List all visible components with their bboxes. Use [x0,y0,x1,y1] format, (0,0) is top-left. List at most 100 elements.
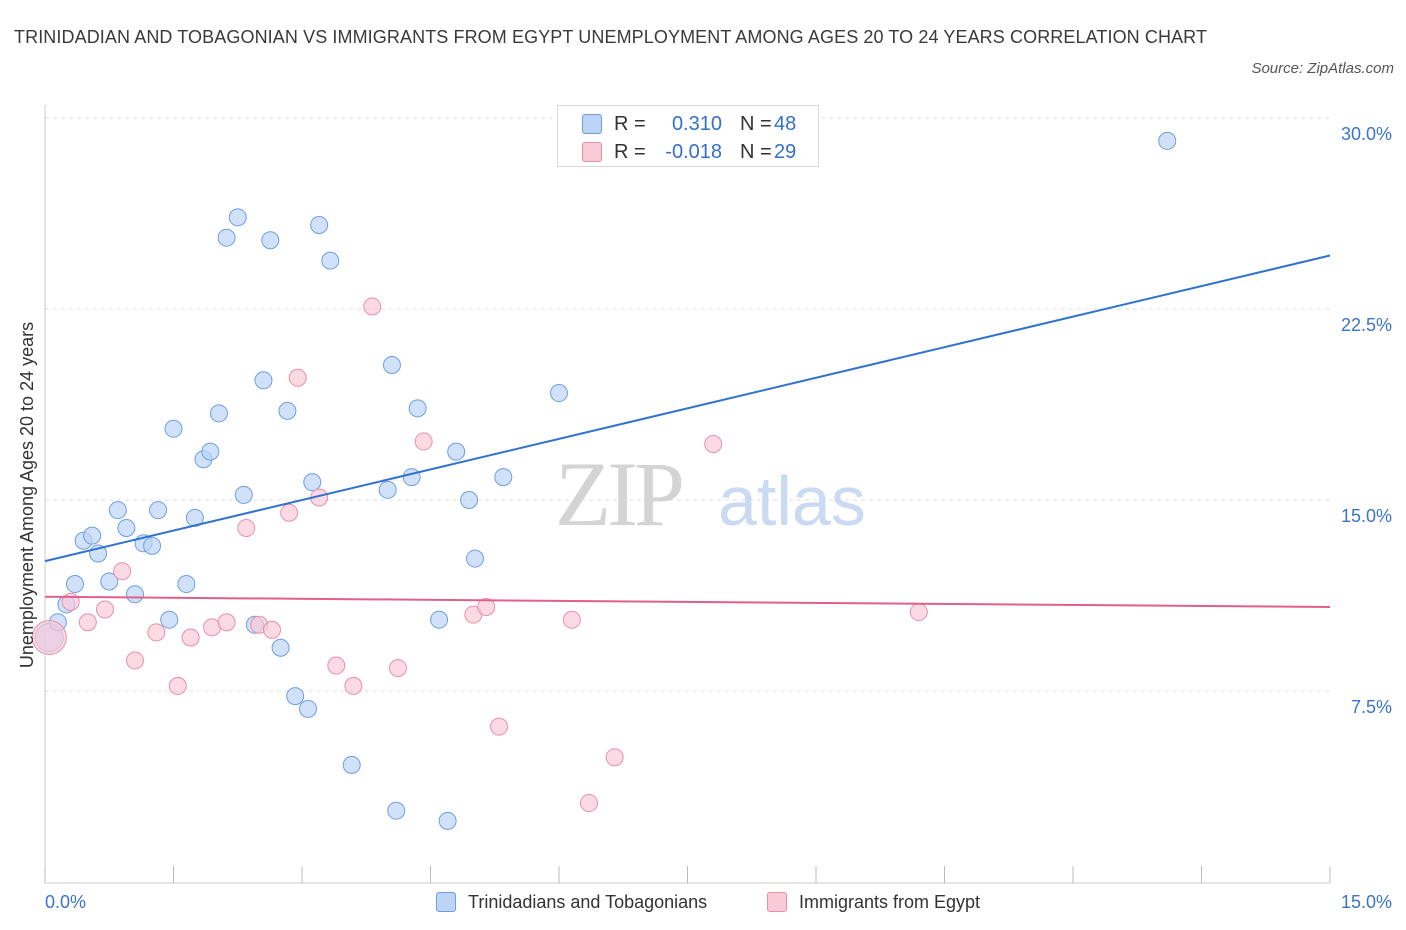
legend-n-value: 29 [774,140,797,163]
trinidadian-point [408,399,427,418]
egypt-trend-line [44,595,1331,608]
trinidadian-point [65,575,84,594]
legend-swatch-egypt [582,142,602,162]
trinidadian-point [387,801,406,820]
trinidadian-point [378,480,397,499]
y-tick-label: 7.5% [1351,697,1392,717]
trinidadian-point [494,468,513,487]
egypt-point [95,600,114,619]
egypt-point [147,623,166,642]
trinidadian-point [303,473,322,492]
egypt-point [363,297,382,316]
watermark: ZIP atlas [555,443,866,545]
watermark-atlas: atlas [718,462,866,540]
bottom-legend-swatch-egypt [767,892,787,912]
egypt-point [327,656,346,675]
legend-r-label: R = [614,140,646,163]
stats-legend: R = 0.310 N = 48 R = -0.018 N = 29 [557,105,819,167]
egypt-point [414,432,433,451]
trinidadian-point [177,575,196,594]
bottom-legend-label-trinidadian: Trinidadians and Tobagonians [468,891,708,912]
egypt-point [704,434,723,453]
trinidadian-point [160,610,179,629]
legend-r-label: R = [614,112,646,135]
trinidadian-point [254,371,273,390]
trinidadian-point [100,572,119,591]
trinidadian-point [271,638,290,657]
trinidadian-point [430,610,449,629]
egypt-point [344,676,363,695]
egypt-point [263,620,282,639]
y-axis-label: Unemployment Among Ages 20 to 24 years [17,322,37,668]
watermark-zip: ZIP [555,443,682,545]
axes [44,105,1331,884]
egypt-point [477,597,496,616]
trinidadian-point [234,485,253,504]
trinidadian-point [108,501,127,520]
legend-row-egypt: R = -0.018 N = 29 [582,140,796,164]
trinidadian-point [438,811,457,830]
egypt-point [78,613,97,632]
trinidadian-point [228,208,247,227]
trinidadian-point [310,215,329,234]
egypt-point [125,651,144,670]
bottom-legend-label-egypt: Immigrants from Egypt [799,891,981,912]
trinidadian-point [143,536,162,555]
egypt-point [579,794,598,813]
trend-lines [44,254,1331,608]
source-label: Source: ZipAtlas.com [1251,60,1394,77]
x-tick-label-min: 0.0% [45,892,86,912]
trinidadian-point [83,526,102,545]
egypt-point [61,592,80,611]
egypt-point [113,562,132,581]
legend-r-value: 0.310 [671,112,722,135]
egypt-point [490,717,509,736]
legend-swatch-trinidadian [582,114,602,134]
trinidadian-point [117,519,136,538]
trinidadian-point [286,687,305,706]
trinidadian-point [261,231,280,250]
egypt-point [605,748,624,767]
trinidadian-point [342,755,361,774]
y-tick-label: 30.0% [1341,124,1392,144]
egypt-point [31,620,67,656]
egypt-point [217,613,236,632]
legend-row-trinidadian: R = 0.310 N = 48 [582,112,796,136]
egypt-point [562,610,581,629]
bottom-legend-egypt: Immigrants from Egypt [767,889,980,915]
trinidadian-point [1158,131,1177,150]
bottom-legend-swatch-trinidadian [436,892,456,912]
x-tick-label-max: 15.0% [1341,892,1392,912]
egypt-point [181,628,200,647]
egypt-point [288,368,307,387]
legend-r-value: -0.018 [665,140,722,163]
trinidadian-point [164,419,183,438]
trinidadian-point [460,491,479,509]
trinidadian-point [466,549,485,568]
trinidadian-point [217,228,236,247]
trinidadian-point [447,442,466,461]
trinidadian-trend-line [44,254,1331,563]
trinidadian-point [402,468,421,487]
bottom-legend-trinidadian: Trinidadians and Tobagonians [436,889,707,915]
trinidadian-point [550,384,568,403]
y-tick-label: 22.5% [1341,315,1392,335]
trinidadian-point [321,251,340,270]
trinidadian-point [149,501,168,520]
trinidadian-point [278,401,297,420]
legend-n-value: 48 [774,112,797,135]
data-points [31,131,1177,830]
trinidadian-point [209,404,228,423]
legend-n-label: N = [740,140,772,163]
egypt-point [909,603,928,622]
trinidadian-point [298,699,317,718]
egypt-point [237,519,256,538]
chart-title: TRINIDADIAN AND TOBAGONIAN VS IMMIGRANTS… [14,27,1208,47]
egypt-point [168,676,187,695]
trinidadian-point [382,356,401,375]
trinidadian-point [201,442,220,461]
tick-labels: 7.5% 15.0% 22.5% 30.0% 0.0% 15.0% Unemployment… [17,124,1392,912]
y-tick-label: 15.0% [1341,506,1392,526]
trinidadian-point [125,585,144,604]
